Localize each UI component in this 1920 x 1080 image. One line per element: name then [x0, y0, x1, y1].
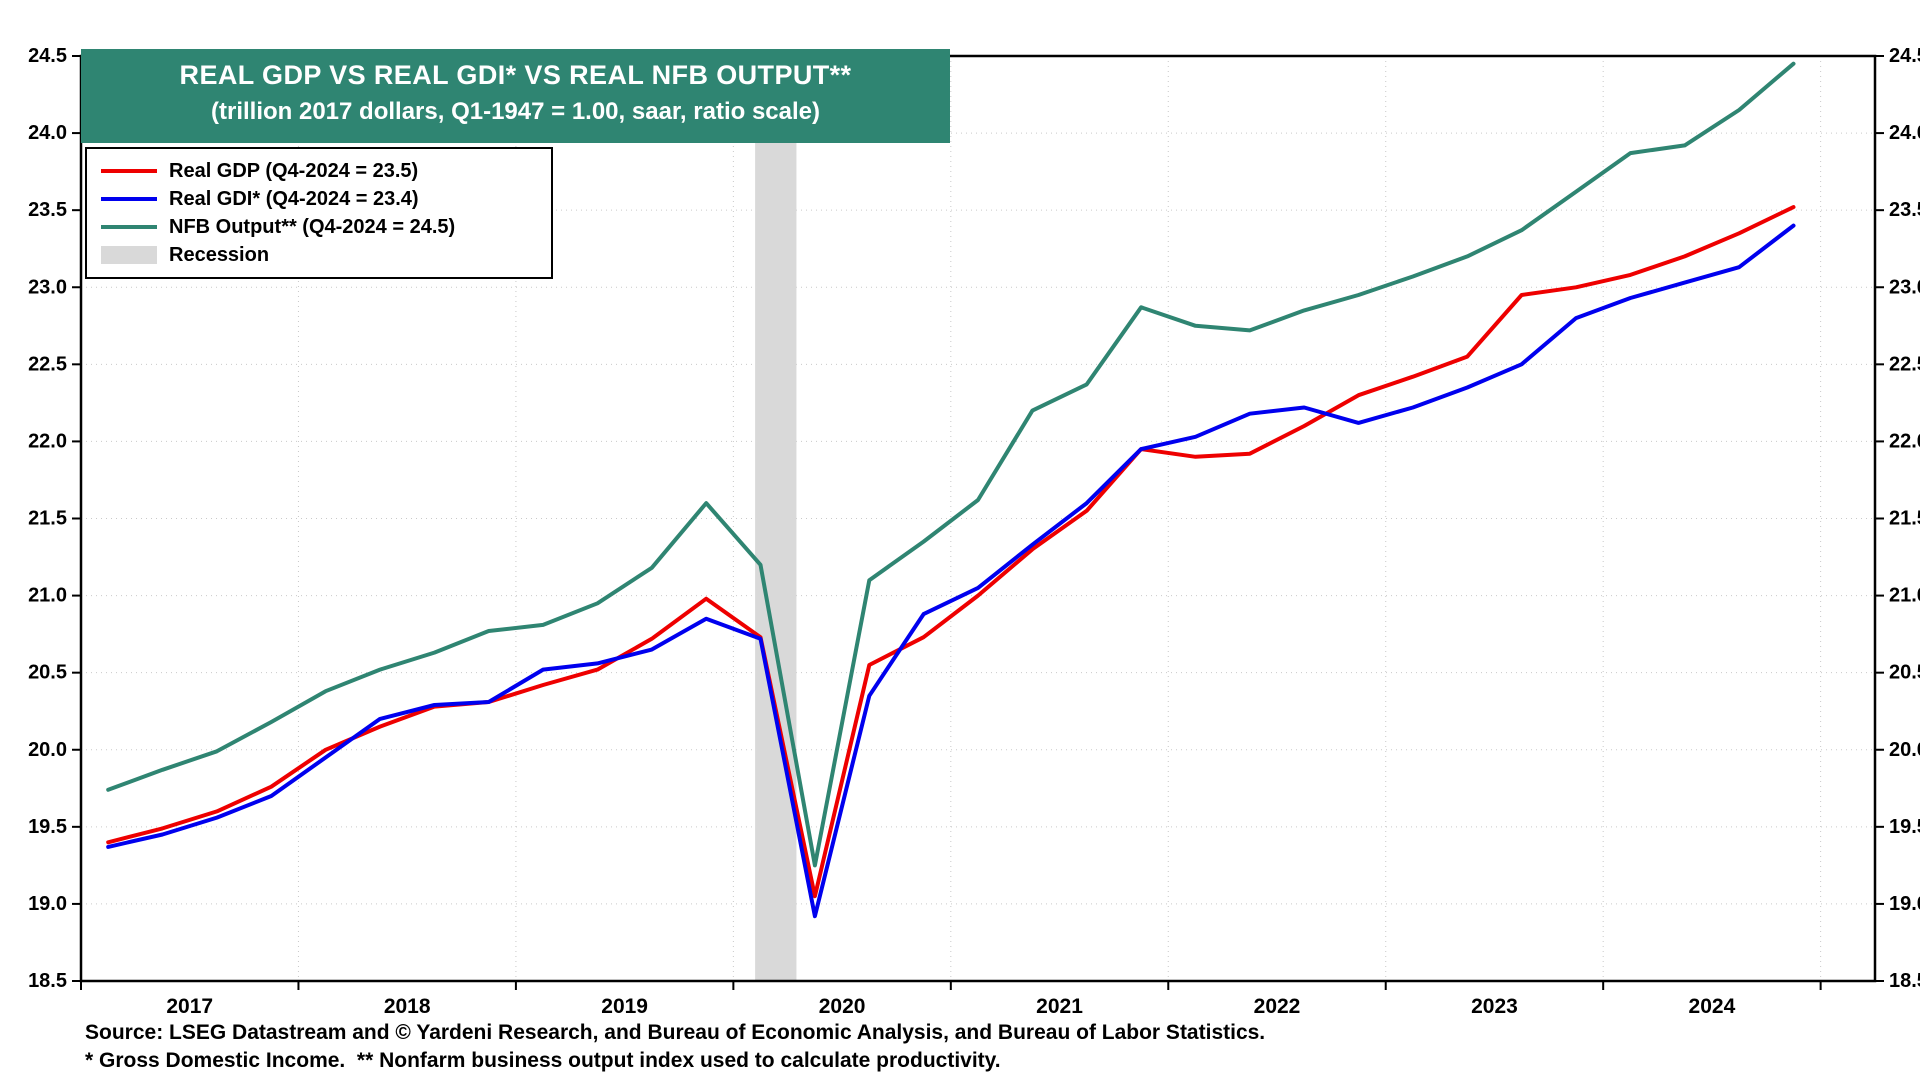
y-axis-label-right: 22.5	[1889, 353, 1920, 375]
y-axis-label-right: 19.5	[1889, 816, 1920, 838]
legend-item-gdi: Real GDI* (Q4-2024 = 23.4)	[101, 185, 541, 213]
y-axis-label-left: 22.5	[28, 353, 67, 375]
y-axis-label-left: 21.5	[28, 508, 67, 530]
y-axis-label-right: 22.0	[1889, 430, 1920, 452]
y-axis-label-right: 23.5	[1889, 199, 1920, 221]
legend-item-gdp: Real GDP (Q4-2024 = 23.5)	[101, 157, 541, 185]
legend-label-gdi: Real GDI* (Q4-2024 = 23.4)	[169, 187, 419, 210]
x-axis-year-label: 2022	[1254, 995, 1301, 1018]
footnotes: * Gross Domestic Income. ** Nonfarm busi…	[85, 1049, 1001, 1072]
y-axis-label-right: 23.0	[1889, 276, 1920, 298]
gdp-line	[106, 205, 1796, 899]
y-axis-label-left: 23.5	[28, 199, 67, 221]
nfb-line-swatch	[101, 225, 157, 229]
y-axis-label-right: 20.0	[1889, 739, 1920, 761]
recession-band-swatch	[101, 246, 157, 264]
source-note: Source: LSEG Datastream and © Yardeni Re…	[85, 1021, 1266, 1044]
x-axis-year-label: 2021	[1036, 995, 1083, 1018]
x-axis-year-label: 2018	[384, 995, 431, 1018]
legend-item-nfb: NFB Output** (Q4-2024 = 24.5)	[101, 213, 541, 241]
x-axis-year-label: 2019	[601, 995, 648, 1018]
nfb-line	[106, 61, 1796, 868]
y-axis-label-left: 19.0	[28, 893, 67, 915]
legend-label-recession: Recession	[169, 243, 270, 266]
y-axis-label-left: 24.0	[28, 122, 67, 144]
chart-title-box: REAL GDP VS REAL GDI* VS REAL NFB OUTPUT…	[81, 49, 950, 143]
y-axis-label-left: 21.0	[28, 585, 67, 607]
y-axis-label-right: 21.0	[1889, 585, 1920, 607]
y-axis-label-left: 23.0	[28, 276, 67, 298]
y-axis-label-right: 18.5	[1889, 970, 1920, 992]
x-axis-year-label: 2023	[1471, 995, 1518, 1018]
gdi-line-swatch	[101, 197, 157, 201]
gdi-line	[106, 223, 1796, 919]
y-axis-label-left: 19.5	[28, 816, 67, 838]
chart-subtitle: (trillion 2017 dollars, Q1-1947 = 1.00, …	[211, 98, 820, 125]
y-axis-label-left: 22.0	[28, 430, 67, 452]
x-axis-year-label: 2020	[819, 995, 866, 1018]
y-axis-label-right: 19.0	[1889, 893, 1920, 915]
x-axis-year-label: 2024	[1689, 995, 1736, 1018]
y-axis-label-left: 20.5	[28, 662, 67, 684]
y-axis-label-right: 24.0	[1889, 122, 1920, 144]
footer: Source: LSEG Datastream and © Yardeni Re…	[85, 1019, 1265, 1075]
y-axis-label-right: 24.5	[1889, 45, 1920, 67]
legend-label-gdp: Real GDP (Q4-2024 = 23.5)	[169, 159, 419, 182]
legend-item-recession: Recession	[101, 241, 541, 269]
gdp-line-swatch	[101, 169, 157, 173]
x-axis-year-label: 2017	[166, 995, 213, 1018]
y-axis-label-right: 20.5	[1889, 662, 1920, 684]
chart-title: REAL GDP VS REAL GDI* VS REAL NFB OUTPUT…	[179, 60, 852, 90]
y-axis-label-left: 20.0	[28, 739, 67, 761]
y-axis-label-left: 18.5	[28, 970, 67, 992]
legend: Real GDP (Q4-2024 = 23.5) Real GDI* (Q4-…	[85, 147, 553, 279]
y-axis-label-left: 24.5	[28, 45, 67, 67]
legend-label-nfb: NFB Output** (Q4-2024 = 24.5)	[169, 215, 456, 238]
recession-band	[755, 56, 797, 981]
y-axis-label-right: 21.5	[1889, 508, 1920, 530]
